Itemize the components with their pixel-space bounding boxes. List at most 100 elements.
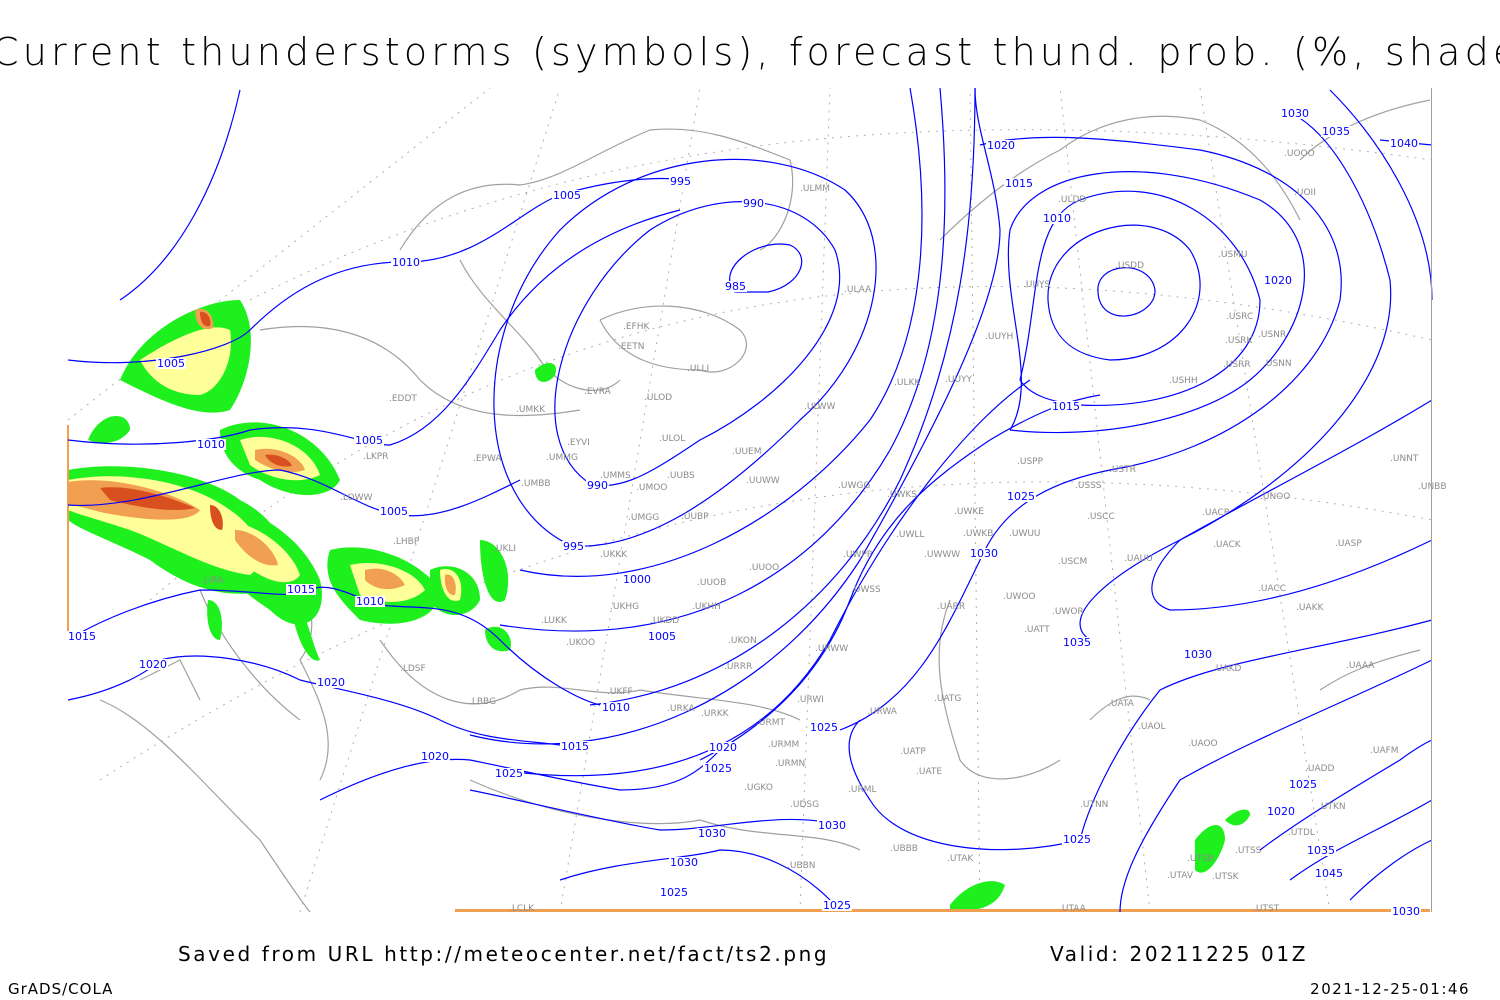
isobar-label-bg [1051, 401, 1081, 412]
station-label: .UAOO [1188, 739, 1218, 749]
station-label: .UTAA [1059, 904, 1087, 914]
station-label: .UTST [1253, 904, 1280, 914]
station-label: .UDSG [790, 800, 819, 810]
isobar-label: 1040 [1390, 137, 1418, 150]
isobar-label-bg [67, 631, 97, 642]
isobar-label: 1020 [1267, 805, 1295, 818]
isobar-label-bg [354, 435, 384, 446]
station-label: .UMOO [636, 483, 667, 493]
isobar-label: 995 [563, 540, 584, 553]
station-label: .UATA [1108, 699, 1135, 709]
isobar-label-bg [560, 741, 590, 752]
isobar-label-bg [1062, 637, 1092, 648]
isobar-label-bg [822, 900, 852, 911]
station-label: .UMMG [546, 453, 578, 463]
prob-shading-high [68, 308, 456, 596]
isobar-label-bg [969, 548, 999, 559]
prob-edge-strip [455, 909, 1430, 912]
isobar-label: 1025 [704, 762, 732, 775]
isobar-label: 1030 [1184, 648, 1212, 661]
map-title: Current thunderstorms (symbols), forecas… [0, 30, 1500, 74]
isobar-label-bg [601, 702, 631, 713]
station-label: .UKOO [566, 638, 595, 648]
station-label: .LCLK [509, 904, 535, 914]
station-label: .UTAK [947, 854, 974, 864]
isobar-label-bg [316, 677, 346, 688]
station-label: .USRK [1225, 336, 1253, 346]
valid-time: Valid: 20211225 01Z [1050, 942, 1308, 966]
isobar-label: 1020 [709, 741, 737, 754]
isobar-label-bg [494, 768, 524, 779]
isobar-label: 1005 [355, 434, 383, 447]
isobar-label: 990 [587, 479, 608, 492]
station-label: .UMBB [521, 479, 551, 489]
isobar-label-bg [196, 439, 226, 450]
isobar-label-bg [1062, 834, 1092, 845]
isobar-label-bg [420, 751, 450, 762]
station-label: .UACC [1258, 584, 1286, 594]
generation-timestamp: 2021-12-25-01:46 [1310, 980, 1470, 998]
station-label: .UKHG [610, 602, 639, 612]
isobar-label-bg [1389, 138, 1419, 149]
station-label: .UAUU [1124, 554, 1153, 564]
station-label: .UKFF [607, 687, 633, 697]
station-label: .UWUU [1009, 529, 1041, 539]
isobar-label-bg [1314, 868, 1344, 879]
station-label: .URML [848, 785, 876, 795]
station-label: .URWI [797, 695, 824, 705]
isobar-label: 1035 [1063, 636, 1091, 649]
station-label: .UMGG [628, 513, 659, 523]
isobar-label: 1005 [648, 630, 676, 643]
isobar-label-bg [708, 742, 738, 753]
station-label: .UAKK [1296, 603, 1325, 613]
station-label: .USCC [1087, 512, 1115, 522]
isobar-label-bg [669, 857, 699, 868]
station-label: .UTSK [1212, 872, 1240, 882]
station-label: .UUYS [1023, 280, 1051, 290]
isobar-label-bg [1391, 906, 1421, 917]
station-label: .UWLL [896, 530, 924, 540]
station-label: .ULOL [659, 434, 685, 444]
isobar-label: 1025 [1063, 833, 1091, 846]
station-label: .UATT [1024, 625, 1050, 635]
station-label: .URMT [756, 718, 785, 728]
isobar-label: 1010 [602, 701, 630, 714]
isobar-label: 1025 [810, 721, 838, 734]
isobar-label: 1015 [287, 583, 315, 596]
station-label: .UTAV [1167, 871, 1194, 881]
station-label: .UTSB [1187, 854, 1214, 864]
isobar-990 [554, 201, 841, 487]
station-label: .UUWW [746, 476, 780, 486]
isobar-label-bg [647, 631, 677, 642]
station-label: .UKDD [650, 616, 679, 626]
isobar-label-bg [379, 506, 409, 517]
station-label: .UGKO [744, 783, 773, 793]
prob-shading-low [68, 300, 1250, 912]
station-label: .UWKB [963, 529, 993, 539]
station-label: .ULLI [687, 364, 709, 374]
station-label: .LOWW [340, 493, 373, 503]
isobar-label: 1010 [1043, 212, 1071, 225]
isobar-label: 1030 [970, 547, 998, 560]
station-label: .EDDT [389, 394, 417, 404]
station-label: .EYVI [567, 438, 590, 448]
station-label: .EETN [618, 342, 644, 352]
station-label: .UARR [937, 602, 965, 612]
station-label: .UOOO [1284, 149, 1315, 159]
station-label: .URMM [768, 740, 799, 750]
station-label: .UTSS [1235, 846, 1262, 856]
isobar-label-bg [1004, 178, 1034, 189]
isobar-label: 1015 [561, 740, 589, 753]
isobar-label: 1030 [818, 819, 846, 832]
station-label: .UNNT [1390, 454, 1419, 464]
prob-shading-max [100, 311, 292, 530]
isobar-label: 1020 [317, 676, 345, 689]
station-label: .UAAA [1346, 661, 1375, 671]
station-label: .LUKK [541, 616, 568, 626]
station-label: .URMN [775, 759, 805, 769]
station-label: .UUYH [985, 332, 1013, 342]
isobar-label-bg [1306, 845, 1336, 856]
station-label: .LHBP [393, 537, 420, 547]
station-label: .UKON [728, 636, 757, 646]
station-label: .UMKK [516, 405, 546, 415]
